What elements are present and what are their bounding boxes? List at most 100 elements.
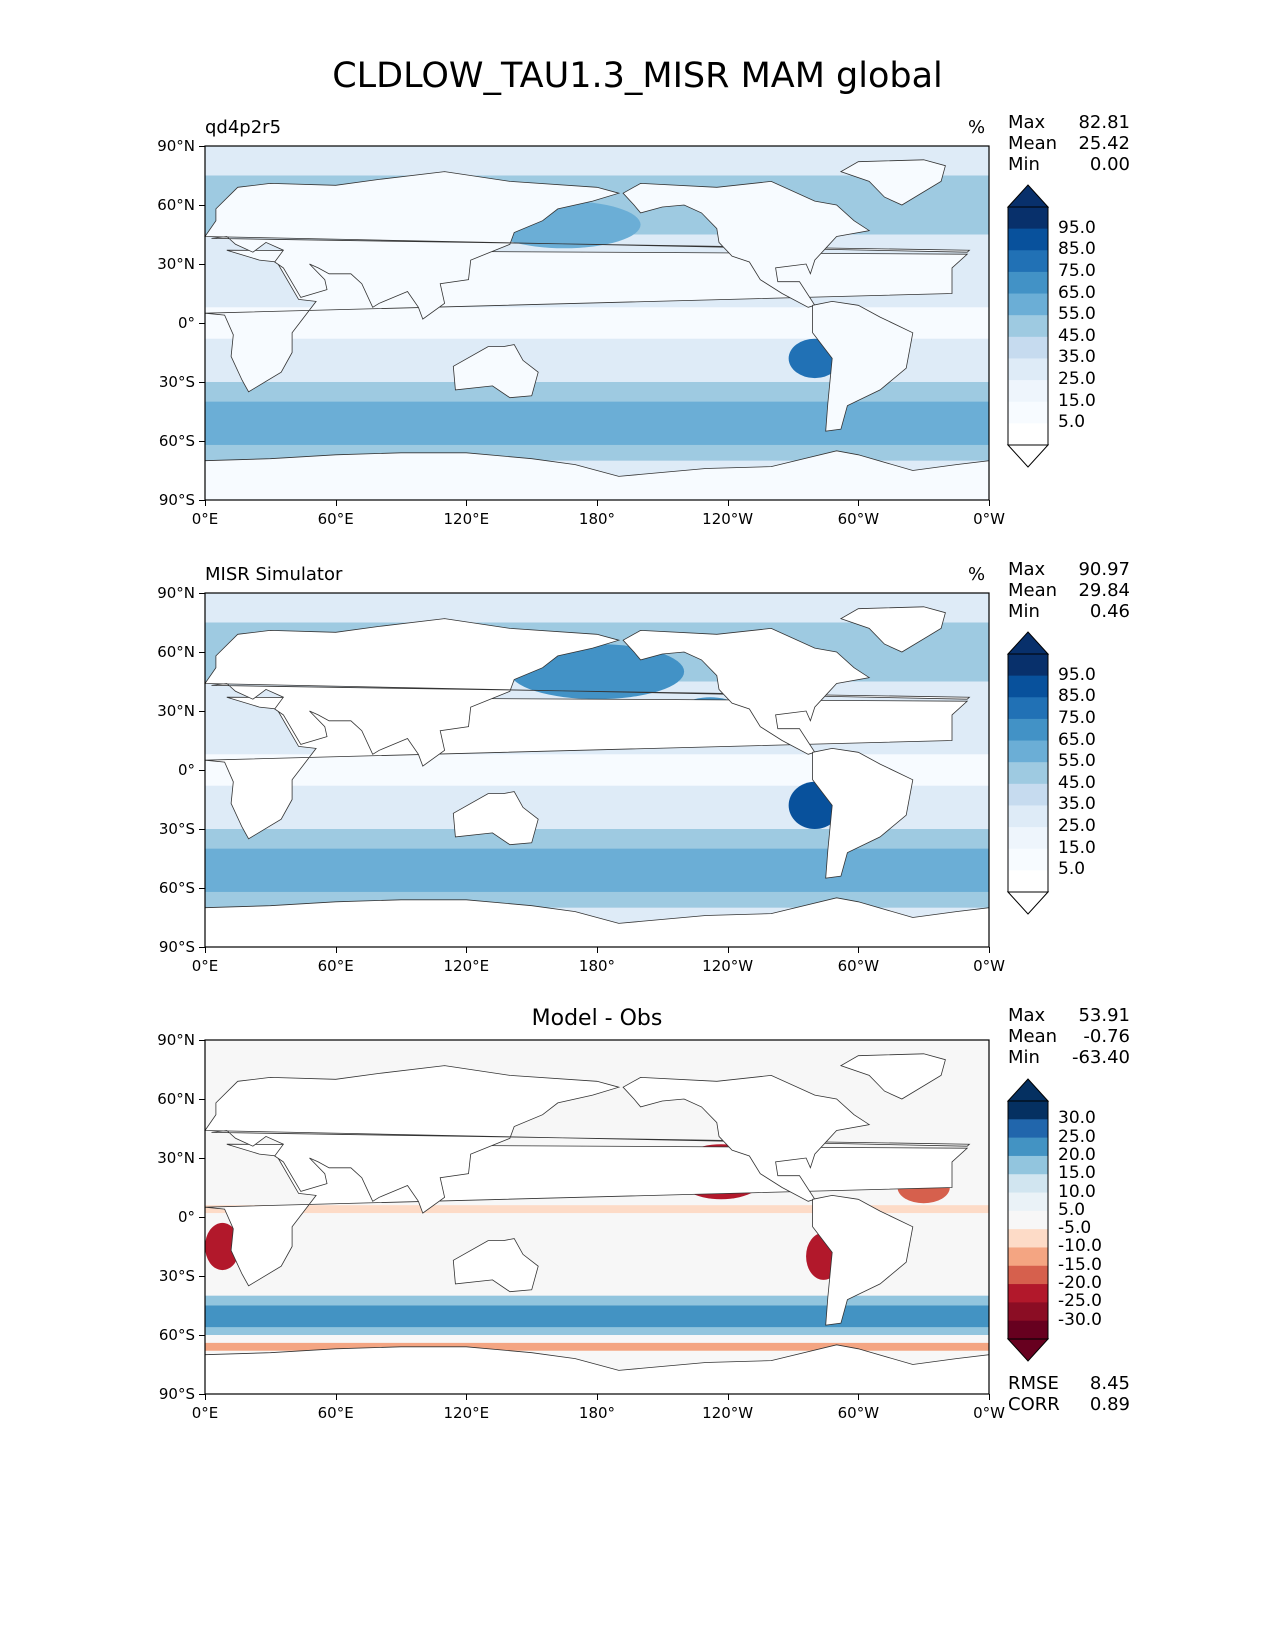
colorbar-tick-label: 65.0 xyxy=(1058,729,1096,750)
panel-3-colorbar xyxy=(1006,1078,1050,1362)
colorbar-segment xyxy=(1008,762,1048,785)
colorbar-tick-label: -10.0 xyxy=(1058,1236,1102,1257)
coast-eurasia xyxy=(204,1065,971,1214)
colorbar-segment xyxy=(1008,1155,1048,1175)
colorbar-segment xyxy=(1008,870,1048,893)
colorbar-segment xyxy=(1008,654,1048,677)
y-tick-label: 30°S xyxy=(158,373,195,391)
panel-1-max-value: 82.81 xyxy=(1078,112,1130,133)
y-tick-label: 90°S xyxy=(158,1385,195,1403)
panel-3-mean-value: -0.76 xyxy=(1083,1026,1130,1047)
band-southern-ocean-core xyxy=(205,848,989,892)
x-tick-mark xyxy=(858,500,860,506)
colorbar-tick-label: 30.0 xyxy=(1058,1108,1096,1129)
colorbar-extend-top xyxy=(1006,184,1050,208)
x-tick-mark xyxy=(205,1394,206,1400)
y-tick-label: 30°N xyxy=(157,702,195,720)
colorbar-segment xyxy=(1008,315,1048,338)
y-tick-label: 30°N xyxy=(157,255,195,273)
x-tick-mark xyxy=(335,1394,337,1400)
x-tick-mark xyxy=(335,947,337,953)
x-tick-mark xyxy=(858,947,860,953)
colorbar-frame xyxy=(1007,206,1049,446)
colorbar-tick-label: 5.0 xyxy=(1058,1199,1086,1220)
y-tick-label: 60°S xyxy=(158,879,195,897)
colorbar-segment xyxy=(1008,250,1048,273)
panel-3-min-label: Min xyxy=(1008,1047,1040,1068)
y-tick-label: 90°S xyxy=(158,491,195,509)
x-tick-label: 0°W xyxy=(973,957,1005,975)
y-tick-mark xyxy=(199,947,205,948)
corr-value: 0.89 xyxy=(1089,1394,1130,1415)
y-tick-label: 30°S xyxy=(158,1267,195,1285)
colorbar-tick-label: 15.0 xyxy=(1058,1163,1096,1184)
panel-2-min-value: 0.46 xyxy=(1089,601,1130,622)
x-tick-label: 120°E xyxy=(443,1404,490,1422)
colorbar-tick-label: 35.0 xyxy=(1058,347,1096,368)
y-tick-mark xyxy=(199,441,205,442)
panel-1-map xyxy=(204,145,990,501)
panel-3-min-value: -63.40 xyxy=(1071,1047,1130,1068)
y-tick-mark xyxy=(199,1158,205,1159)
panel-1-mean-label: Mean xyxy=(1008,133,1058,154)
colorbar-segment xyxy=(1008,718,1048,742)
colorbar-tick-label: 55.0 xyxy=(1058,304,1096,325)
colorbar-segment xyxy=(1008,207,1048,230)
colorbar-segment xyxy=(1008,380,1048,403)
x-tick-mark xyxy=(989,500,990,506)
colorbar-segment xyxy=(1008,1265,1048,1285)
colorbar-segment xyxy=(1008,1174,1048,1194)
x-tick-label: 120°W xyxy=(702,510,754,528)
coast-eurasia xyxy=(204,618,971,767)
colorbar-tick-label: -20.0 xyxy=(1058,1273,1102,1294)
x-tick-mark xyxy=(466,500,468,506)
panel-1-max-label: Max xyxy=(1008,112,1046,133)
colorbar-tick-label: 25.0 xyxy=(1058,816,1096,837)
rmse-value: 8.45 xyxy=(1089,1373,1130,1394)
colorbar-tick-label: 20.0 xyxy=(1058,1144,1096,1165)
y-tick-mark xyxy=(199,1099,205,1100)
y-tick-label: 60°N xyxy=(157,1090,195,1108)
x-tick-mark xyxy=(466,947,468,953)
colorbar-tick-label: 75.0 xyxy=(1058,707,1096,728)
x-tick-label: 60°W xyxy=(837,510,880,528)
y-tick-mark xyxy=(199,205,205,206)
y-tick-mark xyxy=(199,500,205,501)
colorbar-segment xyxy=(1008,1320,1048,1340)
y-tick-mark xyxy=(199,770,205,771)
x-tick-label: 180° xyxy=(578,1404,616,1422)
x-tick-mark xyxy=(858,1394,860,1400)
colorbar-tick-label: 65.0 xyxy=(1058,282,1096,303)
colorbar-tick-label: -25.0 xyxy=(1058,1291,1102,1312)
panel-3-max-label: Max xyxy=(1008,1005,1046,1026)
colorbar-tick-label: 5.0 xyxy=(1058,412,1086,433)
colorbar-segment xyxy=(1008,1192,1048,1212)
panel-2-label: MISR Simulator xyxy=(205,564,343,585)
colorbar-segment xyxy=(1008,1229,1048,1248)
diff-blob-namibia xyxy=(205,1222,240,1271)
colorbar-segment xyxy=(1008,271,1048,295)
colorbar-segment xyxy=(1008,228,1048,251)
colorbar-tick-label: 15.0 xyxy=(1058,837,1096,858)
colorbar-extend-bottom xyxy=(1006,891,1050,915)
y-tick-mark xyxy=(199,264,205,265)
panel-1-units: % xyxy=(968,117,986,138)
x-tick-mark xyxy=(597,1394,598,1400)
corr-label: CORR xyxy=(1008,1394,1060,1415)
y-tick-label: 90°N xyxy=(157,584,195,602)
colorbar-segment xyxy=(1008,827,1048,850)
y-tick-mark xyxy=(199,1217,205,1218)
coast-samerica xyxy=(812,1194,914,1326)
colorbar-frame xyxy=(1007,653,1049,893)
colorbar-segment xyxy=(1008,1101,1048,1120)
coast-namerica xyxy=(622,180,871,308)
colorbar-extend-top xyxy=(1006,1078,1050,1102)
x-tick-mark xyxy=(989,947,990,953)
coast-namerica xyxy=(622,627,871,755)
colorbar-tick-label: 85.0 xyxy=(1058,239,1096,260)
colorbar-segment xyxy=(1008,1137,1048,1157)
y-tick-label: 0° xyxy=(177,1208,195,1226)
colorbar-segment xyxy=(1008,1247,1048,1267)
y-tick-label: 0° xyxy=(177,314,195,332)
colorbar-tick-label: 55.0 xyxy=(1058,751,1096,772)
